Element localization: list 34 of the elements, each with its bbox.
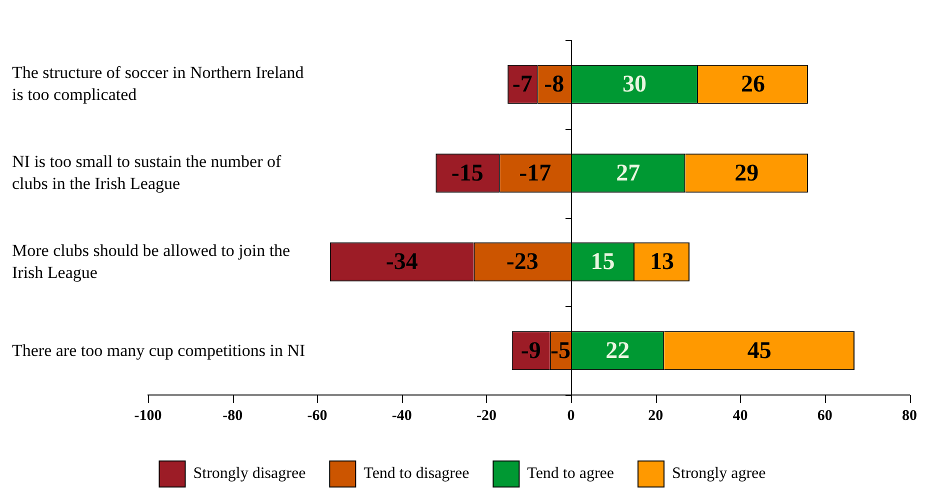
data-label: 15 [590,249,615,276]
legend-label: Strongly agree [672,465,766,482]
x-tick-label: 0 [567,408,575,424]
legend-label: Strongly disagree [193,465,306,482]
y-tick-label: NI is too small to sustain the number of clubs in the Irish League [12,151,282,196]
data-label: 30 [622,72,647,98]
x-tick-label: 20 [648,408,664,424]
data-label: -23 [506,249,538,276]
data-label: -5 [550,338,570,364]
data-label: 45 [747,338,772,364]
data-label: -7 [512,72,532,98]
legend-label: Tend to agree [527,465,614,482]
x-tick-label: -60 [307,408,328,424]
y-tick-label: More clubs should be allowed to join the Irish League [12,240,292,284]
data-label: 13 [650,249,674,276]
data-label: -34 [386,249,418,276]
data-label: -15 [451,160,484,186]
data-label: -8 [544,72,564,98]
legend-label: Tend to disagree [364,465,470,482]
x-tick-label: -40 [392,408,412,424]
data-label: 29 [734,160,759,186]
y-tick-label: There are too many cup competitions in NI [12,340,306,362]
x-tick-label: -20 [476,408,496,424]
y-tick-label: The structure of soccer in Northern Ireland is too complicated [12,62,305,106]
data-label: -9 [520,338,541,364]
data-label: 27 [616,160,640,186]
data-label: 26 [740,72,765,98]
x-tick-label: 60 [817,408,832,424]
data-label: 22 [606,338,630,364]
data-label: -17 [519,160,552,186]
x-tick-label: -80 [222,408,243,424]
x-tick-label: 40 [732,408,748,424]
x-tick-label: -100 [134,408,162,424]
x-tick-label: 80 [902,408,917,424]
